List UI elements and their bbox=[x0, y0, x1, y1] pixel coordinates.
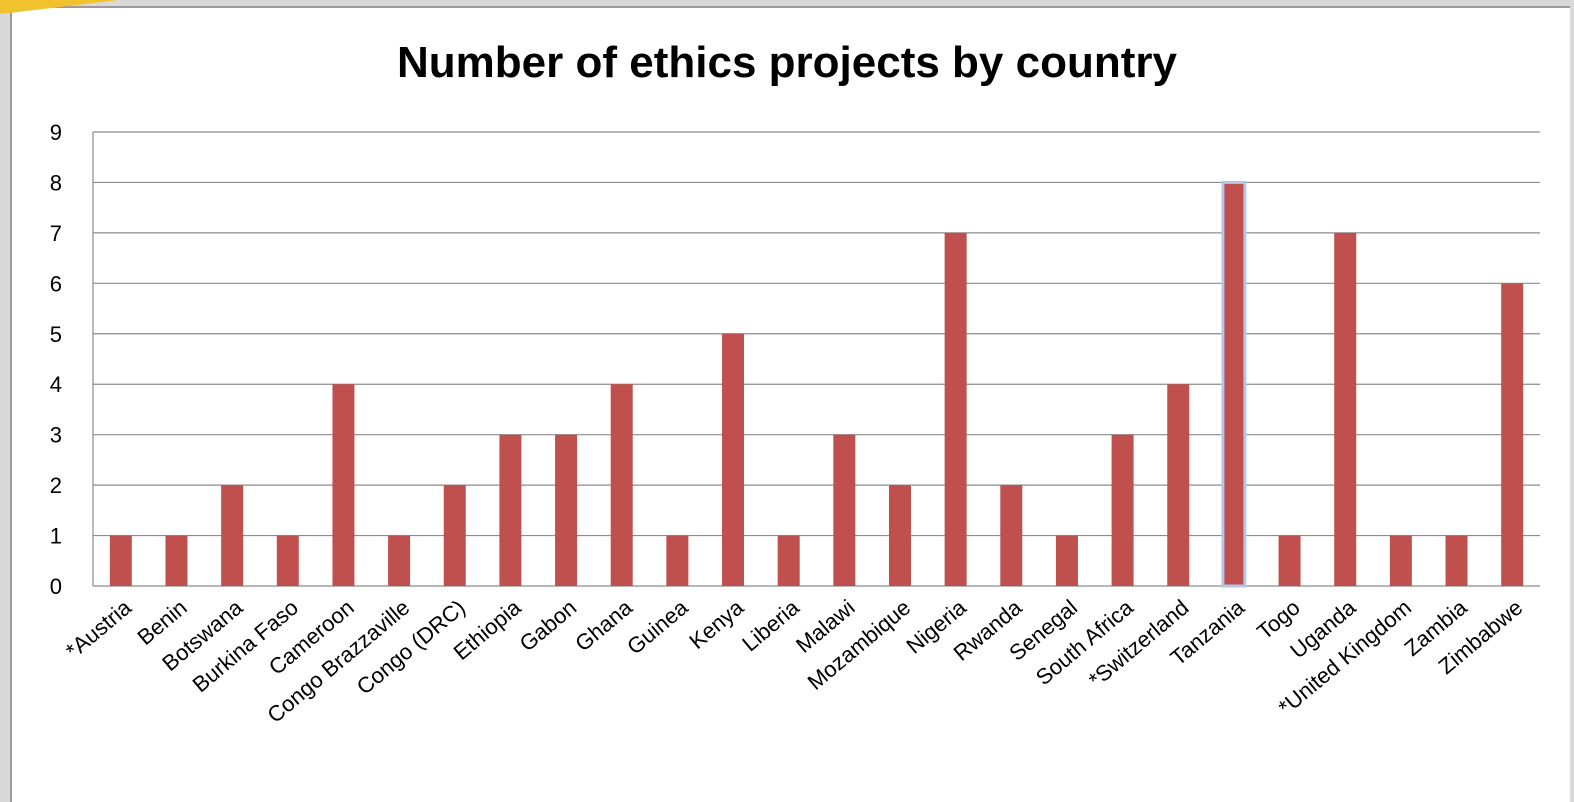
y-tick-label: 2 bbox=[50, 473, 62, 498]
y-axis-tick-labels: 0 1 2 3 4 5 6 7 8 9 bbox=[50, 120, 62, 599]
y-tick-label: 0 bbox=[50, 574, 62, 599]
bar bbox=[777, 535, 800, 586]
bar bbox=[388, 535, 411, 586]
x-category-label: Gabon bbox=[515, 595, 582, 657]
y-tick-label: 7 bbox=[50, 221, 62, 246]
bar bbox=[1221, 180, 1247, 588]
bar bbox=[332, 384, 355, 586]
y-tick-label: 6 bbox=[50, 271, 62, 296]
x-category-label: Guinea bbox=[622, 594, 693, 659]
bar bbox=[722, 333, 745, 586]
bar bbox=[1445, 535, 1468, 586]
bar bbox=[666, 535, 689, 586]
gridlines bbox=[92, 131, 1540, 587]
bar bbox=[888, 485, 911, 586]
bar bbox=[1000, 485, 1023, 586]
bar bbox=[109, 535, 132, 586]
bar bbox=[165, 535, 188, 586]
chart-title: Number of ethics projects by country bbox=[397, 38, 1177, 87]
bar bbox=[221, 485, 244, 586]
bar bbox=[1334, 232, 1357, 586]
bar bbox=[1389, 535, 1412, 586]
bar bbox=[833, 434, 856, 586]
bar bbox=[443, 485, 466, 586]
bar bbox=[1167, 384, 1190, 586]
bars bbox=[109, 180, 1524, 588]
x-category-label: Liberia bbox=[737, 594, 804, 656]
x-category-label: *Austria bbox=[61, 594, 137, 663]
chart-frame bbox=[10, 6, 1570, 802]
bar bbox=[555, 434, 578, 586]
bar bbox=[499, 434, 522, 586]
bar bbox=[944, 232, 967, 586]
bar bbox=[610, 384, 633, 586]
y-tick-label: 9 bbox=[50, 120, 62, 145]
y-tick-label: 3 bbox=[50, 423, 62, 448]
x-category-label: Kenya bbox=[684, 594, 748, 654]
y-tick-label: 8 bbox=[50, 170, 62, 195]
bar bbox=[1501, 283, 1524, 586]
corner-decoration bbox=[0, 0, 118, 14]
y-tick-label: 1 bbox=[50, 524, 62, 549]
bar bbox=[1055, 535, 1078, 586]
y-tick-label: 4 bbox=[50, 372, 62, 397]
bar bbox=[1278, 535, 1301, 586]
y-tick-label: 5 bbox=[50, 322, 62, 347]
bar bbox=[276, 535, 299, 586]
bar bbox=[1111, 434, 1134, 586]
